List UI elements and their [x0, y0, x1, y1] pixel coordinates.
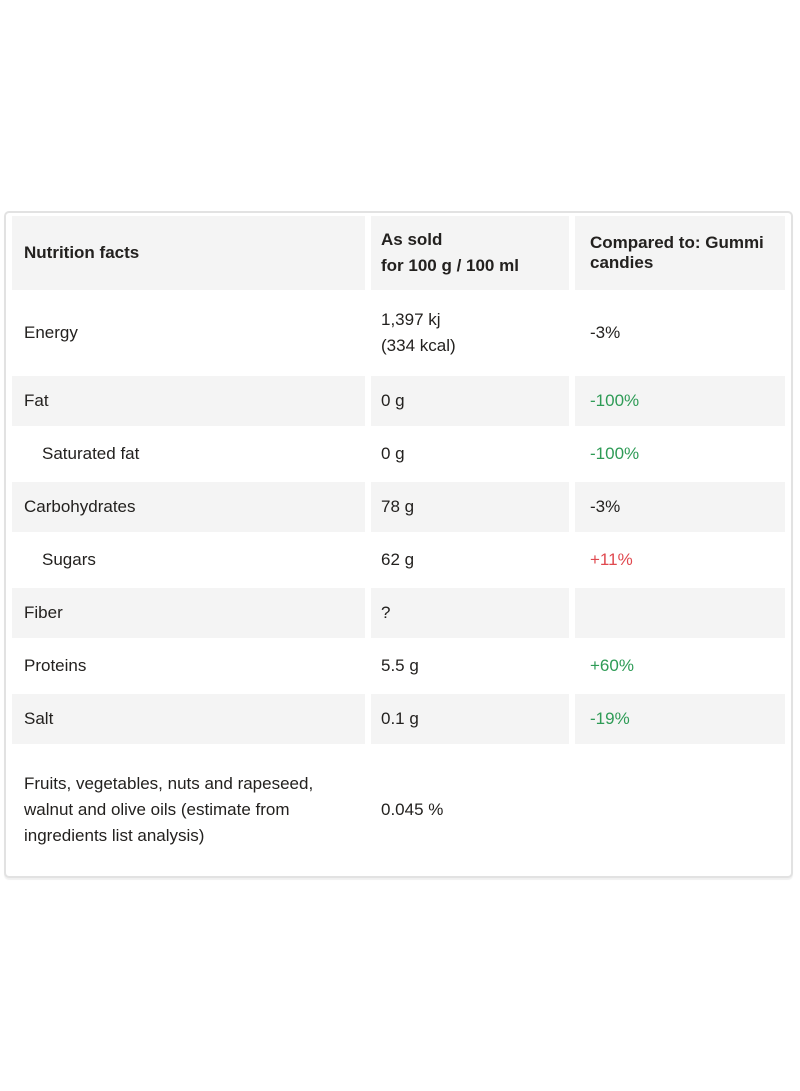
row-label: Energy [12, 293, 365, 373]
row-label: Fat [12, 376, 365, 426]
row-comparison: -3% [575, 293, 785, 373]
row-comparison: -100% [575, 429, 785, 479]
row-comparison [575, 747, 785, 873]
header-compared-to: Compared to: Gummi candies [575, 216, 785, 290]
row-comparison: +11% [575, 535, 785, 585]
row-value: 0 g [371, 376, 569, 426]
row-value: 0.045 % [371, 747, 569, 873]
row-label: Sugars [12, 535, 365, 585]
row-label: Carbohydrates [12, 482, 365, 532]
header-nutrition-facts: Nutrition facts [12, 216, 365, 290]
table-row-fiber: Fiber ? [12, 588, 785, 638]
row-comparison: +60% [575, 641, 785, 691]
row-comparison [575, 588, 785, 638]
nutrition-facts-table: Nutrition facts As sold for 100 g / 100 … [6, 213, 791, 876]
row-value: ? [371, 588, 569, 638]
table-row-proteins: Proteins 5.5 g +60% [12, 641, 785, 691]
row-value: 0 g [371, 429, 569, 479]
row-label: Proteins [12, 641, 365, 691]
table-row-fat: Fat 0 g -100% [12, 376, 785, 426]
row-value: 1,397 kj (334 kcal) [371, 293, 569, 373]
row-label: Fruits, vegetables, nuts and rapeseed, w… [12, 747, 365, 873]
table-row-saturated-fat: Saturated fat 0 g -100% [12, 429, 785, 479]
row-label: Fiber [12, 588, 365, 638]
row-label: Salt [12, 694, 365, 744]
table-row-fruits-vegetables-nuts: Fruits, vegetables, nuts and rapeseed, w… [12, 747, 785, 873]
row-label: Saturated fat [12, 429, 365, 479]
table-row-sugars: Sugars 62 g +11% [12, 535, 785, 585]
row-value: 5.5 g [371, 641, 569, 691]
table-row-energy: Energy 1,397 kj (334 kcal) -3% [12, 293, 785, 373]
row-comparison: -19% [575, 694, 785, 744]
nutrition-facts-panel: Nutrition facts As sold for 100 g / 100 … [4, 211, 793, 878]
row-value: 62 g [371, 535, 569, 585]
row-value: 0.1 g [371, 694, 569, 744]
table-row-salt: Salt 0.1 g -19% [12, 694, 785, 744]
header-as-sold: As sold for 100 g / 100 ml [371, 216, 569, 290]
table-header-row: Nutrition facts As sold for 100 g / 100 … [12, 216, 785, 290]
row-comparison: -100% [575, 376, 785, 426]
table-row-carbohydrates: Carbohydrates 78 g -3% [12, 482, 785, 532]
row-value: 78 g [371, 482, 569, 532]
row-comparison: -3% [575, 482, 785, 532]
